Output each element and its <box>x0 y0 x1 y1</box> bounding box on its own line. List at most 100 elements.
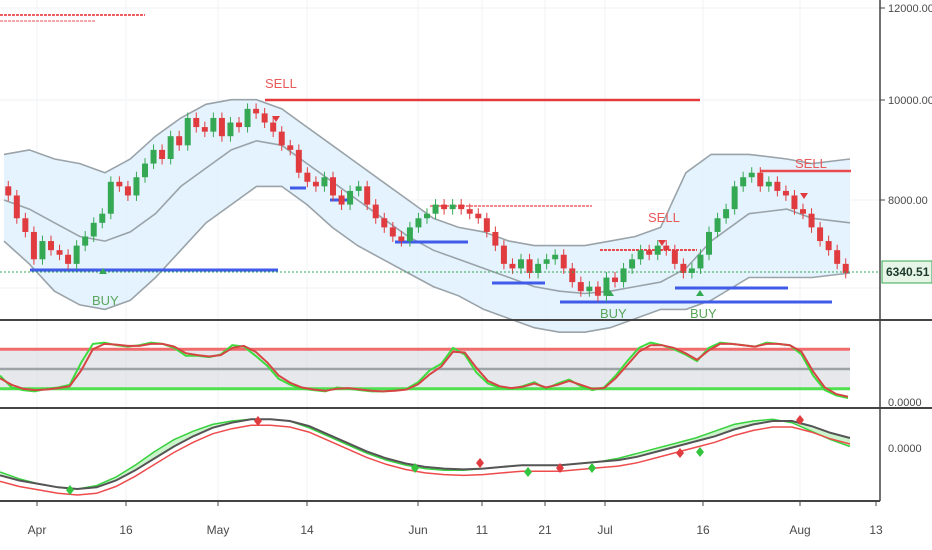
candle <box>432 204 439 214</box>
x-tick-label: Jun <box>408 523 427 537</box>
x-tick-label: 16 <box>696 523 710 537</box>
candle <box>688 268 695 273</box>
x-tick-label: 16 <box>119 523 133 537</box>
candle <box>697 254 704 269</box>
candle <box>184 117 191 146</box>
buy-arrow <box>606 290 614 296</box>
candle <box>620 268 627 283</box>
osc-y-label: 0.0000 <box>888 443 922 455</box>
candle <box>560 254 567 269</box>
candle <box>82 236 89 246</box>
candle <box>253 108 260 114</box>
candle <box>99 213 106 223</box>
candle <box>782 190 789 196</box>
candle <box>706 231 712 255</box>
candle <box>261 113 268 123</box>
candle <box>586 286 593 292</box>
candle <box>748 172 755 178</box>
candle <box>594 286 601 296</box>
candle <box>449 204 456 210</box>
candle <box>389 227 396 237</box>
last-price-tag <box>881 260 932 284</box>
candle <box>475 213 482 219</box>
sell-arrow <box>800 193 808 199</box>
osc-marker <box>66 485 74 495</box>
candle <box>577 282 584 292</box>
candle <box>458 204 465 210</box>
candle <box>48 241 54 251</box>
candle <box>218 117 225 137</box>
candle <box>201 127 208 132</box>
candle <box>30 231 37 260</box>
osc-marker <box>796 415 804 425</box>
osc-marker <box>411 463 419 473</box>
candle <box>817 227 824 242</box>
osc-marker <box>556 463 564 473</box>
candle <box>244 108 251 128</box>
candle <box>714 218 721 232</box>
candle <box>740 177 747 187</box>
osc-marker <box>254 416 262 426</box>
candle <box>133 177 140 196</box>
candle <box>492 231 499 246</box>
osc-red-line <box>0 424 851 496</box>
candle <box>364 186 371 205</box>
stoch-y-label: 0.0000 <box>888 397 922 409</box>
candle <box>295 149 302 173</box>
sell-arrow <box>658 240 666 246</box>
signal-sell-label: SELL <box>795 156 827 171</box>
candle <box>663 245 670 251</box>
candle <box>842 263 849 273</box>
candle <box>834 250 841 264</box>
candle <box>552 254 559 260</box>
candle <box>13 195 20 219</box>
candle <box>825 241 832 251</box>
candle <box>236 122 242 128</box>
candle <box>424 213 430 219</box>
osc-slow-line <box>0 418 851 491</box>
osc-marker <box>696 447 704 457</box>
candle <box>774 181 781 191</box>
stochastic-panel <box>0 341 850 399</box>
candle <box>466 209 473 214</box>
candle <box>791 195 798 210</box>
candle <box>287 145 294 150</box>
x-tick-label: May <box>207 523 230 537</box>
candle <box>483 218 490 232</box>
candle <box>637 250 644 260</box>
signal-sell-label: SELL <box>265 76 297 91</box>
candle <box>330 177 336 196</box>
signal-buy-label: BUY <box>690 306 717 321</box>
x-tick-label: 21 <box>538 523 552 537</box>
candle <box>210 117 217 132</box>
candle <box>800 209 806 214</box>
candle <box>381 218 388 228</box>
candle <box>5 186 12 196</box>
candle <box>723 209 730 219</box>
last-price-label: 6340.51 <box>886 265 930 279</box>
candle <box>500 245 507 264</box>
candle <box>347 190 354 205</box>
candle <box>107 181 114 214</box>
candle <box>415 218 422 228</box>
x-tick-label: Jul <box>597 523 612 537</box>
candle <box>142 163 148 178</box>
candle <box>526 259 533 273</box>
candle <box>372 204 379 219</box>
candle <box>629 259 636 269</box>
candle <box>535 263 542 273</box>
candle <box>757 172 764 187</box>
candle <box>671 250 678 264</box>
candle <box>646 250 653 255</box>
candle <box>612 277 618 283</box>
candle <box>338 195 345 205</box>
candle <box>124 186 131 196</box>
axes: 12000.00 10000.00 8000.00 6340.51 0.0000 0.00… <box>0 0 932 537</box>
candle <box>765 181 772 187</box>
osc-marker <box>676 448 684 458</box>
candle <box>270 122 277 132</box>
signal-buy-label: BUY <box>92 293 119 308</box>
candle <box>355 186 362 191</box>
y-tick-label: 8000.00 <box>888 195 928 207</box>
